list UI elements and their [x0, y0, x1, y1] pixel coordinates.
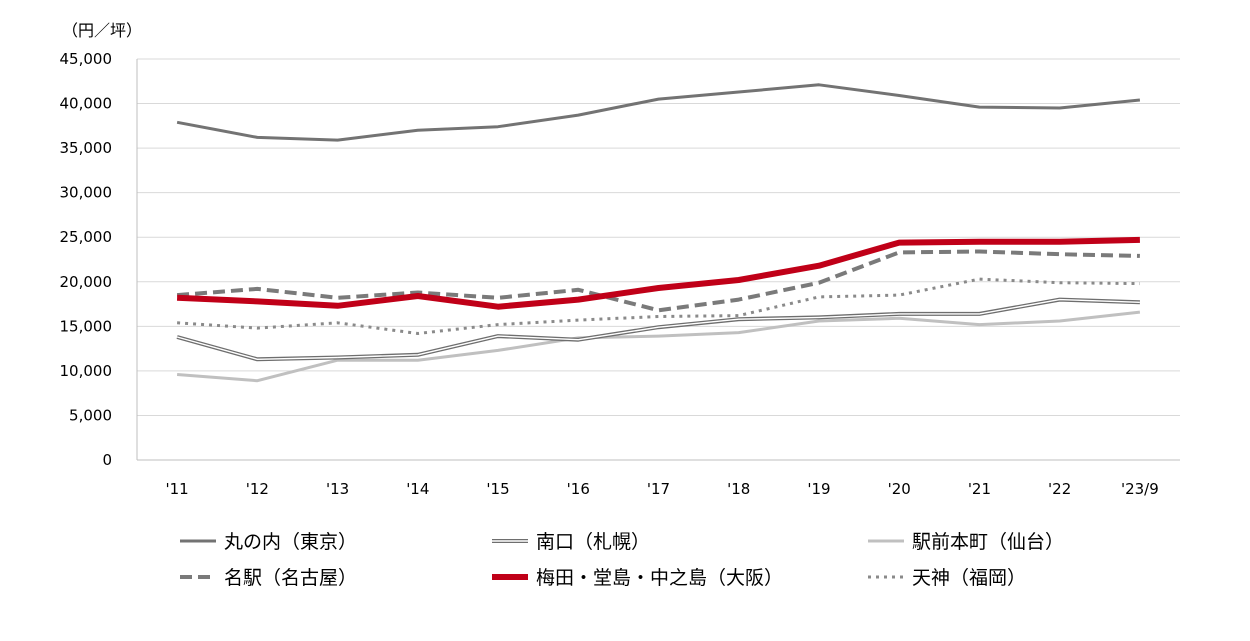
y-tick-label: 20,000 — [60, 273, 113, 291]
x-tick-label: '15 — [486, 480, 509, 498]
x-tick-label: '19 — [807, 480, 830, 498]
axes — [137, 59, 1180, 460]
x-tick-label: '14 — [406, 480, 429, 498]
unit-label: （円／坪） — [62, 21, 142, 40]
y-axis-ticks: 0 5,000 10,000 15,000 20,000 25,000 30,000 35,0… — [60, 50, 113, 469]
x-tick-label: '18 — [727, 480, 750, 498]
legend-entry: 丸の内（東京） — [180, 531, 357, 553]
series-line-outer — [177, 300, 1140, 360]
x-tick-label: '22 — [1048, 480, 1071, 498]
y-tick-label: 0 — [102, 451, 112, 469]
y-tick-label: 5,000 — [69, 406, 112, 424]
x-tick-label: '21 — [968, 480, 991, 498]
x-tick-label: '13 — [326, 480, 349, 498]
y-tick-label: 10,000 — [60, 362, 113, 380]
series-1 — [177, 300, 1140, 360]
x-tick-label: '11 — [166, 480, 189, 498]
series-line — [177, 252, 1140, 311]
legend-entry: 梅田・堂島・中之島（大阪） — [492, 567, 783, 589]
legend-entry: 天神（福岡） — [868, 567, 1026, 589]
series-0 — [177, 85, 1140, 140]
x-tick-label: '23/9 — [1121, 480, 1159, 498]
legend-label: 梅田・堂島・中之島（大阪） — [536, 567, 783, 589]
legend-entry: 南口（札幌） — [492, 531, 650, 553]
gridlines — [137, 59, 1180, 415]
series-line — [177, 85, 1140, 140]
x-tick-label: '20 — [888, 480, 911, 498]
y-tick-label: 30,000 — [60, 184, 113, 202]
y-tick-label: 15,000 — [60, 317, 113, 335]
legend-entry: 名駅（名古屋） — [180, 567, 357, 589]
y-tick-label: 35,000 — [60, 139, 113, 157]
legend-label: 駅前本町（仙台） — [912, 531, 1064, 553]
x-axis-ticks: '11 '12 '13 '14 '15 '16 '17 '18 '19 '20 '21 '22 '23/… — [166, 480, 1159, 498]
y-tick-label: 45,000 — [60, 50, 113, 68]
series-lines — [177, 85, 1140, 381]
y-tick-label: 25,000 — [60, 228, 113, 246]
legend-label: 天神（福岡） — [912, 567, 1026, 589]
legend-label: 名駅（名古屋） — [224, 567, 357, 589]
x-tick-label: '16 — [567, 480, 590, 498]
x-tick-label: '17 — [647, 480, 670, 498]
legend-label: 丸の内（東京） — [224, 531, 357, 553]
legend-label: 南口（札幌） — [536, 531, 650, 553]
x-tick-label: '12 — [246, 480, 269, 498]
y-tick-label: 40,000 — [60, 95, 113, 113]
legend-entry: 駅前本町（仙台） — [868, 531, 1064, 553]
legend: 丸の内（東京） 南口（札幌） 駅前本町（仙台） 名駅（名古屋） 梅田・堂島・中之島（大阪… — [180, 531, 1064, 589]
series-line-inner — [177, 300, 1140, 360]
